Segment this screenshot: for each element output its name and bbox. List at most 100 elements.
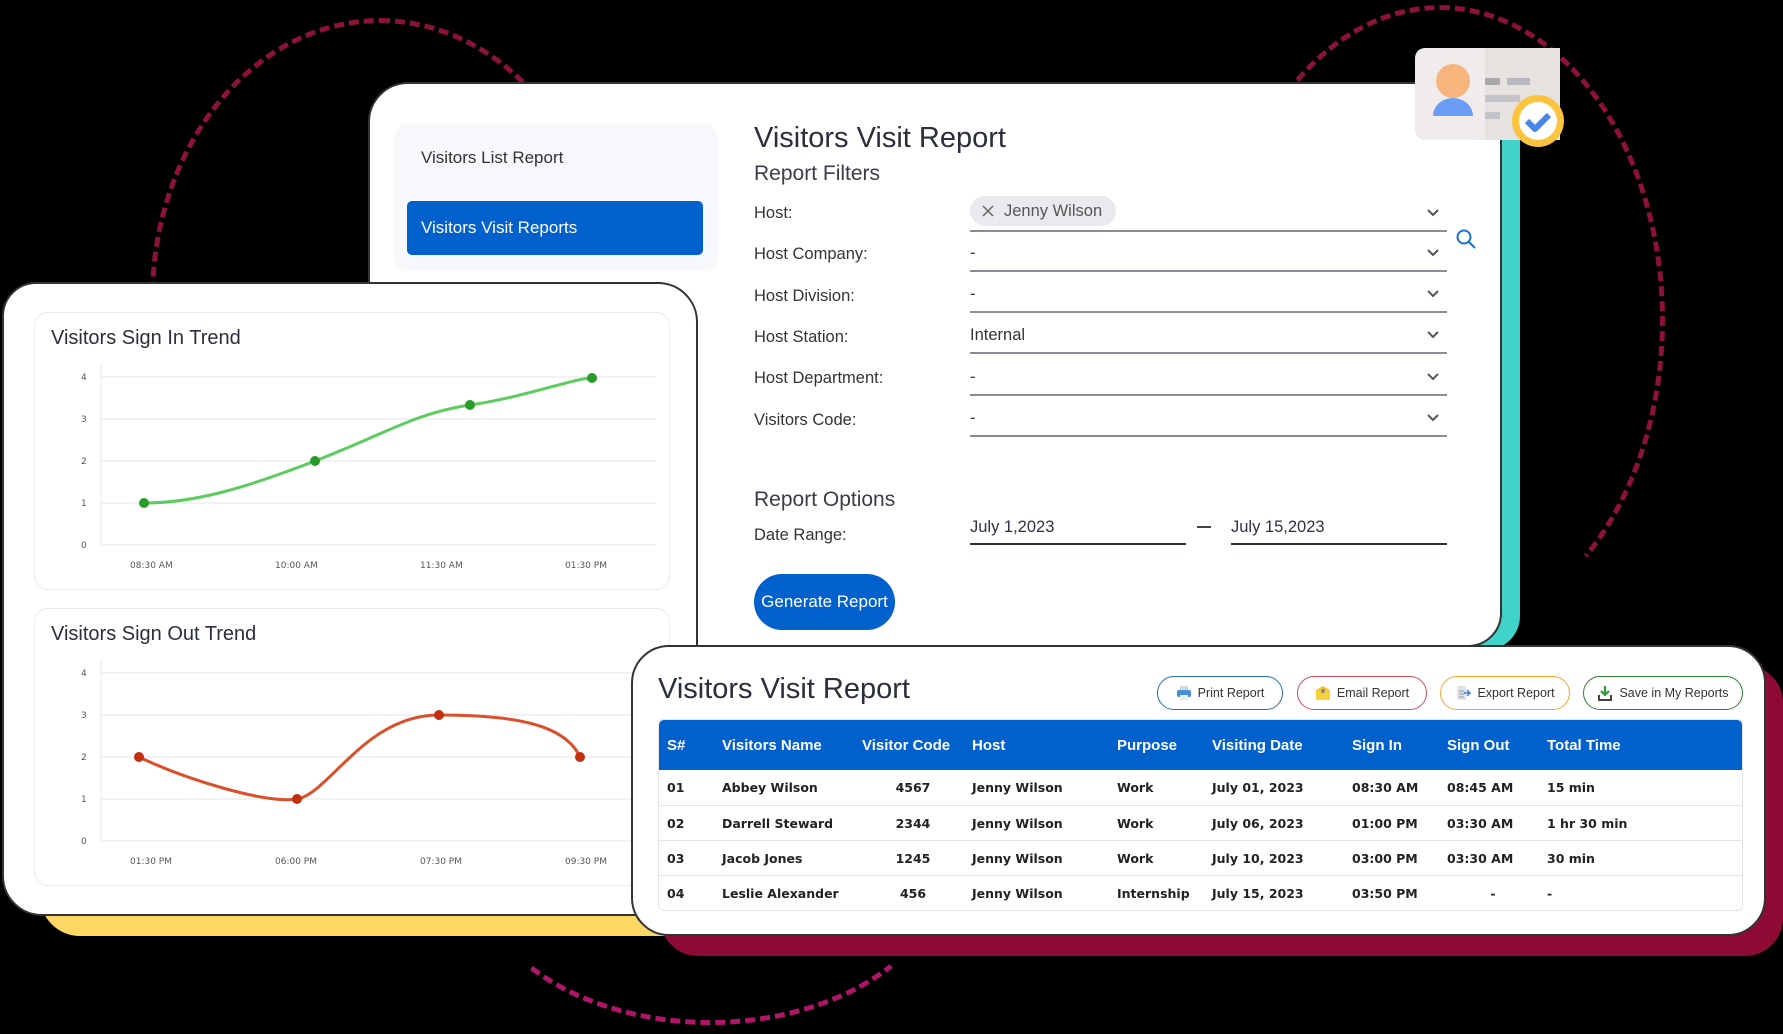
cell-sno: 03 [659, 840, 714, 875]
host-company-label: Host Company: [754, 245, 868, 263]
table-row[interactable]: 01 Abbey Wilson 4567 Jenny Wilson Work J… [659, 770, 1742, 805]
sidebar-item-visitors-list-report[interactable]: Visitors List Report [421, 148, 564, 167]
column-header-total-time[interactable]: Total Time [1539, 720, 1742, 770]
cell-purpose: Work [1109, 840, 1204, 875]
cell-visiting-date: July 10, 2023 [1204, 840, 1344, 875]
chevron-down-icon [1427, 414, 1439, 422]
verified-badge-icon [1433, 48, 1564, 147]
date-from-value: July 1,2023 [970, 518, 1055, 536]
date-from-input[interactable]: July 1,2023 [970, 515, 1186, 545]
cell-visitor-name: Darrell Steward [714, 805, 854, 840]
decorative-dashed-arc [1215, 5, 1665, 635]
page-title: Visitors Visit Report [754, 122, 1006, 154]
search-icon[interactable] [1455, 228, 1477, 250]
generate-report-button[interactable]: Generate Report [754, 574, 895, 630]
chevron-down-icon [1427, 373, 1439, 381]
svg-text:11:30 AM: 11:30 AM [420, 561, 463, 571]
host-select[interactable]: Jenny Wilson [970, 196, 1447, 232]
chart-title: Visitors Sign In Trend [51, 327, 241, 349]
chevron-down-icon [1427, 209, 1439, 217]
cell-total-time: 1 hr 30 min [1539, 805, 1742, 840]
cell-total-time: - [1539, 875, 1742, 910]
decorative-dashed-arc [470, 700, 950, 1025]
export-report-label: Export Report [1477, 686, 1555, 700]
host-department-select[interactable]: - [970, 364, 1447, 396]
chevron-down-icon [1427, 249, 1439, 257]
cell-sign-in: 03:50 PM [1344, 875, 1439, 910]
column-header-purpose[interactable]: Purpose [1109, 720, 1204, 770]
column-header-visiting-date[interactable]: Visiting Date [1204, 720, 1344, 770]
column-header-sno[interactable]: S# [659, 720, 714, 770]
email-report-label: Email Report [1336, 686, 1410, 700]
cell-total-time: 30 min [1539, 840, 1742, 875]
cell-sign-in: 01:00 PM [1344, 805, 1439, 840]
table-header-row: S# Visitors Name Visitor Code Host Purpo… [659, 720, 1742, 770]
date-to-input[interactable]: July 15,2023 [1231, 515, 1447, 545]
date-range-label: Date Range: [754, 526, 847, 544]
id-card-illustration [1415, 48, 1564, 147]
cell-visiting-date: July 06, 2023 [1204, 805, 1344, 840]
svg-text:2: 2 [81, 753, 87, 763]
date-range-separator [1197, 526, 1211, 528]
svg-text:06:00 PM: 06:00 PM [275, 857, 317, 867]
chevron-down-icon [1427, 290, 1439, 298]
host-division-label: Host Division: [754, 287, 855, 305]
report-sidebar: Visitors List Report Visitors Visit Repo… [395, 124, 717, 269]
save-in-my-reports-label: Save in My Reports [1619, 686, 1729, 700]
svg-text:0: 0 [81, 541, 87, 551]
host-chip: Jenny Wilson [970, 196, 1117, 226]
sidebar-item-visitors-visit-reports[interactable]: Visitors Visit Reports [407, 201, 703, 255]
host-station-label: Host Station: [754, 328, 849, 346]
svg-text:07:30 PM: 07:30 PM [420, 857, 462, 867]
column-header-sign-out[interactable]: Sign Out [1439, 720, 1539, 770]
report-options-heading: Report Options [754, 488, 896, 511]
cell-sign-out: - [1439, 875, 1539, 910]
svg-text:1: 1 [81, 499, 87, 509]
sign-in-trend-chart: Visitors Sign In Trend 4 3 2 1 0 08:30 A… [34, 312, 670, 590]
column-header-visitor-code[interactable]: Visitor Code [854, 720, 964, 770]
cell-host: Jenny Wilson [964, 805, 1109, 840]
svg-text:10:00 AM: 10:00 AM [275, 561, 318, 571]
report-filters-heading: Report Filters [754, 162, 881, 185]
svg-text:3: 3 [81, 415, 87, 425]
host-company-select[interactable]: - [970, 240, 1447, 272]
cell-purpose: Work [1117, 780, 1154, 795]
cell-purpose: Internship [1109, 875, 1204, 910]
svg-text:1: 1 [81, 795, 87, 805]
export-report-button[interactable]: Export Report [1440, 676, 1570, 710]
table-row[interactable]: 04 Leslie Alexander 456 Jenny Wilson Int… [659, 875, 1742, 910]
svg-text:2: 2 [81, 457, 87, 467]
cell-sign-in: 08:30 AM [1352, 780, 1419, 795]
cell-visiting-date: July 15, 2023 [1204, 875, 1344, 910]
column-header-sign-in[interactable]: Sign In [1344, 720, 1439, 770]
date-to-value: July 15,2023 [1231, 518, 1325, 536]
printer-icon [1176, 686, 1191, 700]
visitors-code-select[interactable]: - [970, 405, 1447, 437]
close-icon[interactable] [982, 205, 994, 217]
host-company-value: - [970, 244, 976, 262]
column-header-host[interactable]: Host [964, 720, 1109, 770]
cell-visitor-code: 2344 [854, 805, 964, 840]
svg-text:4: 4 [81, 669, 87, 679]
svg-text:01:30 PM: 01:30 PM [130, 857, 172, 867]
host-division-select[interactable]: - [970, 281, 1447, 313]
table-row[interactable]: 03 Jacob Jones 1245 Jenny Wilson Work Ju… [659, 840, 1742, 875]
print-report-button[interactable]: Print Report [1157, 676, 1283, 710]
cell-visitor-name: Jacob Jones [714, 840, 854, 875]
cell-host: Jenny Wilson [964, 840, 1109, 875]
cell-visitor-code: 1245 [854, 840, 964, 875]
email-report-button[interactable]: Email Report [1297, 676, 1427, 710]
host-department-label: Host Department: [754, 369, 884, 387]
visitors-code-label: Visitors Code: [754, 411, 857, 429]
cell-visitor-name: Leslie Alexander [714, 875, 854, 910]
save-in-my-reports-button[interactable]: Save in My Reports [1583, 676, 1743, 710]
trend-charts-panel: Visitors Sign In Trend 4 3 2 1 0 08:30 A… [2, 282, 698, 916]
table-row[interactable]: 02 Darrell Steward 2344 Jenny Wilson Wor… [659, 805, 1742, 840]
host-station-select[interactable]: Internal [970, 322, 1447, 354]
cell-total-time: 15 min [1547, 780, 1595, 795]
host-division-value: - [970, 285, 976, 303]
cell-host: Jenny Wilson [964, 875, 1109, 910]
column-header-visitors-name[interactable]: Visitors Name [714, 720, 854, 770]
cell-sign-out: 03:30 AM [1439, 840, 1539, 875]
host-chip-label: Jenny Wilson [1004, 201, 1103, 220]
